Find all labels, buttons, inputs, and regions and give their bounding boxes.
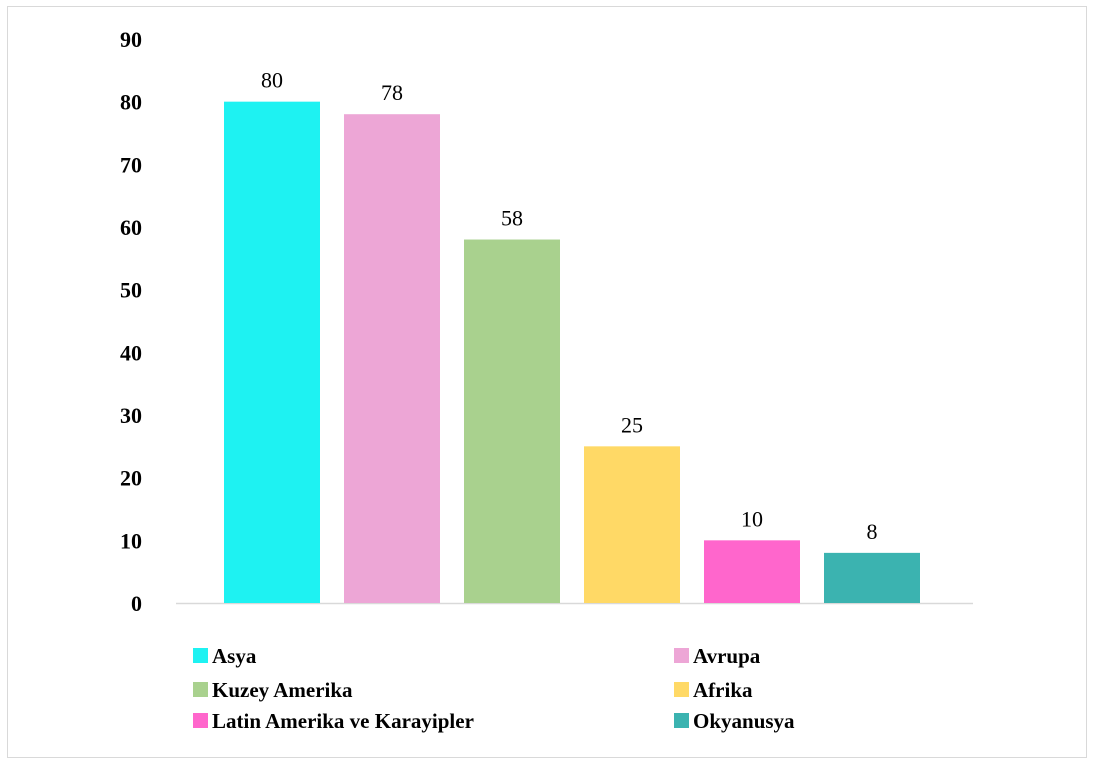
legend-swatch — [674, 648, 689, 663]
bars — [224, 101, 920, 604]
bar-afrika — [584, 446, 680, 603]
legend-item: Asya — [193, 644, 257, 668]
y-tick-label: 60 — [120, 215, 142, 240]
legend-label: Okyanusya — [693, 709, 795, 733]
data-label: 80 — [261, 68, 283, 93]
legend-label: Afrika — [693, 678, 753, 702]
y-tick-label: 0 — [131, 591, 142, 616]
y-axis: 0 10 20 30 40 50 60 70 80 90 — [120, 27, 142, 616]
chart-frame: 0 10 20 30 40 50 60 70 80 90 80 78 58 25 10 8 Asya Avru… — [7, 6, 1087, 758]
data-label: 8 — [867, 519, 878, 544]
bar-okyanusya — [824, 552, 920, 603]
data-label: 10 — [741, 506, 763, 531]
y-tick-label: 20 — [120, 466, 142, 491]
data-label: 78 — [381, 80, 403, 105]
legend-item: Afrika — [674, 678, 753, 702]
legend-label: Avrupa — [693, 644, 761, 668]
legend-swatch — [193, 648, 208, 663]
y-tick-label: 30 — [120, 403, 142, 428]
y-tick-label: 90 — [120, 27, 142, 52]
bar-chart: 0 10 20 30 40 50 60 70 80 90 80 78 58 25 10 8 Asya Avru… — [120, 27, 973, 733]
legend-label: Asya — [212, 644, 257, 668]
y-tick-label: 40 — [120, 340, 142, 365]
bar-asya — [224, 101, 320, 604]
legend-item: Okyanusya — [674, 709, 795, 733]
legend-item: Kuzey Amerika — [193, 678, 353, 702]
legend-label: Latin Amerika ve Karayipler — [212, 709, 474, 733]
data-label: 58 — [501, 206, 523, 231]
y-tick-label: 50 — [120, 278, 142, 303]
y-tick-label: 70 — [120, 152, 142, 177]
legend-swatch — [193, 713, 208, 728]
y-tick-label: 80 — [120, 90, 142, 115]
bar-latin-amerika-ve-karayipler — [704, 540, 800, 603]
bar-avrupa — [344, 114, 440, 603]
legend-swatch — [674, 713, 689, 728]
y-tick-label: 10 — [120, 528, 142, 553]
legend: Asya Avrupa Kuzey Amerika Afrika Latin Ameri… — [193, 644, 795, 733]
bar-kuzey-amerika — [464, 239, 560, 604]
legend-label: Kuzey Amerika — [212, 678, 353, 702]
legend-swatch — [193, 682, 208, 697]
data-label: 25 — [621, 412, 643, 437]
legend-item: Latin Amerika ve Karayipler — [193, 709, 474, 733]
legend-item: Avrupa — [674, 644, 761, 668]
data-labels: 80 78 58 25 10 8 — [261, 68, 878, 544]
legend-swatch — [674, 682, 689, 697]
